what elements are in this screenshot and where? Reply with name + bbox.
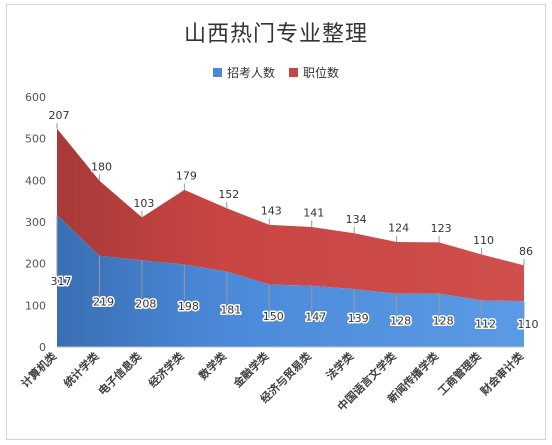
data-label-zhaokao: 181 bbox=[220, 303, 241, 316]
legend-item-2: 职位数 bbox=[289, 64, 339, 81]
data-label-zhaokao: 219 bbox=[93, 295, 114, 308]
data-label-zhiweishu: 123 bbox=[431, 222, 452, 235]
x-tick-label: 经济学类 bbox=[145, 349, 187, 391]
legend-label: 职位数 bbox=[303, 66, 340, 80]
data-label-zhaokao: 147 bbox=[305, 310, 326, 323]
x-tick-label: 统计学类 bbox=[61, 349, 103, 391]
series-area-zhaokao bbox=[57, 214, 524, 347]
data-label-zhaokao: 110 bbox=[518, 318, 539, 331]
x-tick-label: 数学类 bbox=[196, 349, 230, 383]
legend-swatch bbox=[289, 68, 298, 77]
data-label-zhaokao: 150 bbox=[263, 310, 284, 323]
legend-label: 招考人数 bbox=[226, 66, 275, 80]
legend: 招考人数 职位数 bbox=[0, 64, 552, 81]
data-label-zhiweishu: 86 bbox=[519, 245, 533, 258]
data-label-zhaokao: 128 bbox=[390, 314, 411, 327]
data-label-zhiweishu: 141 bbox=[303, 207, 324, 220]
x-tick-label: 法学类 bbox=[323, 349, 357, 383]
y-tick-label: 400 bbox=[25, 174, 46, 187]
x-tick-label: 计算机类 bbox=[18, 349, 60, 391]
data-label-zhiweishu: 152 bbox=[218, 188, 239, 201]
y-tick-label: 300 bbox=[25, 216, 46, 229]
data-label-zhiweishu: 180 bbox=[91, 160, 112, 173]
data-label-zhiweishu: 103 bbox=[133, 197, 154, 210]
data-label-zhiweishu: 143 bbox=[261, 205, 282, 218]
x-tick-label: 电子信息类 bbox=[95, 349, 144, 398]
y-tick-label: 500 bbox=[25, 133, 46, 146]
data-label-zhiweishu: 110 bbox=[473, 234, 494, 247]
data-label-zhaokao: 112 bbox=[475, 318, 496, 331]
chart-title: 山西热门专业整理 bbox=[183, 22, 368, 47]
x-tick-label: 财会审计类 bbox=[477, 349, 527, 399]
legend-swatch bbox=[212, 68, 222, 77]
data-label-zhaokao: 198 bbox=[178, 300, 199, 313]
data-label-zhaokao: 317 bbox=[51, 275, 72, 288]
x-tick-label: 工商管理类 bbox=[435, 349, 484, 398]
data-label-zhiweishu: 179 bbox=[176, 170, 197, 183]
series-area-zhiweishu bbox=[57, 128, 524, 302]
legend-item-1: 招考人数 bbox=[212, 64, 275, 81]
y-tick-label: 100 bbox=[25, 299, 46, 312]
data-label-zhaokao: 128 bbox=[433, 314, 454, 327]
y-tick-label: 600 bbox=[25, 91, 46, 104]
data-label-zhiweishu: 134 bbox=[346, 213, 367, 226]
x-tick-label: 金融学类 bbox=[230, 349, 272, 391]
y-tick-label: 0 bbox=[39, 341, 46, 354]
y-tick-label: 200 bbox=[25, 258, 46, 271]
data-label-zhaokao: 139 bbox=[348, 312, 369, 325]
data-label-zhiweishu: 207 bbox=[49, 109, 70, 122]
data-label-zhaokao: 208 bbox=[135, 298, 156, 311]
data-label-zhiweishu: 124 bbox=[388, 222, 409, 235]
